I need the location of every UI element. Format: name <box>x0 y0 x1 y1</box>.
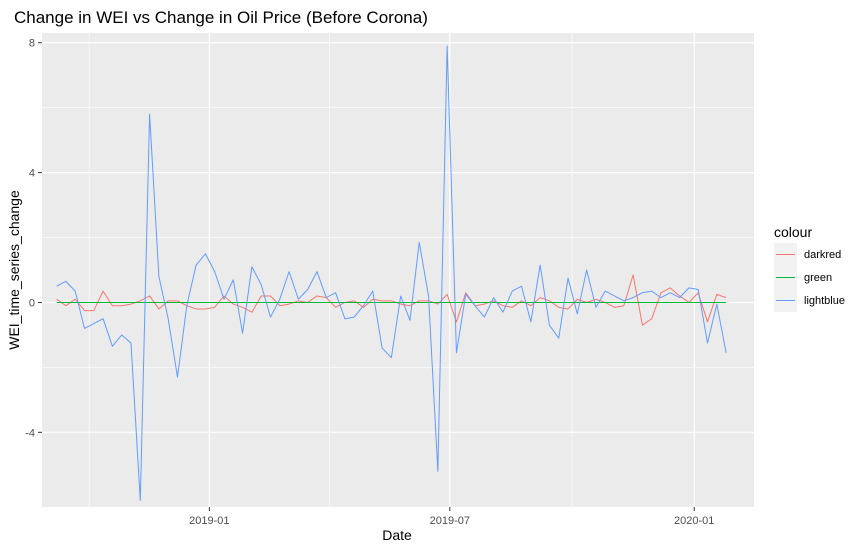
y-tick-label: 0 <box>29 297 35 309</box>
x-axis-ticks: 2019-01 2019-07 2020-01 <box>189 507 714 527</box>
x-tick-label: 2019-07 <box>430 515 470 527</box>
grid-major <box>42 33 754 507</box>
y-axis-title: WEI_time_series_change <box>6 190 22 350</box>
legend-label-darkred: darkred <box>804 249 841 261</box>
x-axis-title: Date <box>382 527 412 543</box>
grid-minor <box>42 33 754 507</box>
chart-title: Change in WEI vs Change in Oil Price (Be… <box>14 8 428 27</box>
y-axis-ticks: -4 0 4 8 <box>25 38 42 439</box>
legend-label-lightblue: lightblue <box>804 295 845 307</box>
legend-label-green: green <box>804 272 832 284</box>
plot-panel <box>42 33 754 507</box>
y-tick-label: 4 <box>29 168 35 180</box>
legend-title: colour <box>774 224 812 240</box>
series-line-darkred <box>56 274 727 326</box>
x-tick-label: 2020-01 <box>674 515 714 527</box>
series-lines <box>56 45 727 502</box>
x-tick-label: 2019-01 <box>189 515 229 527</box>
legend: colour darkred green lightblue <box>774 224 845 312</box>
series-line-lightblue <box>56 45 727 502</box>
y-tick-label: -4 <box>25 427 35 439</box>
y-tick-label: 8 <box>29 38 35 50</box>
